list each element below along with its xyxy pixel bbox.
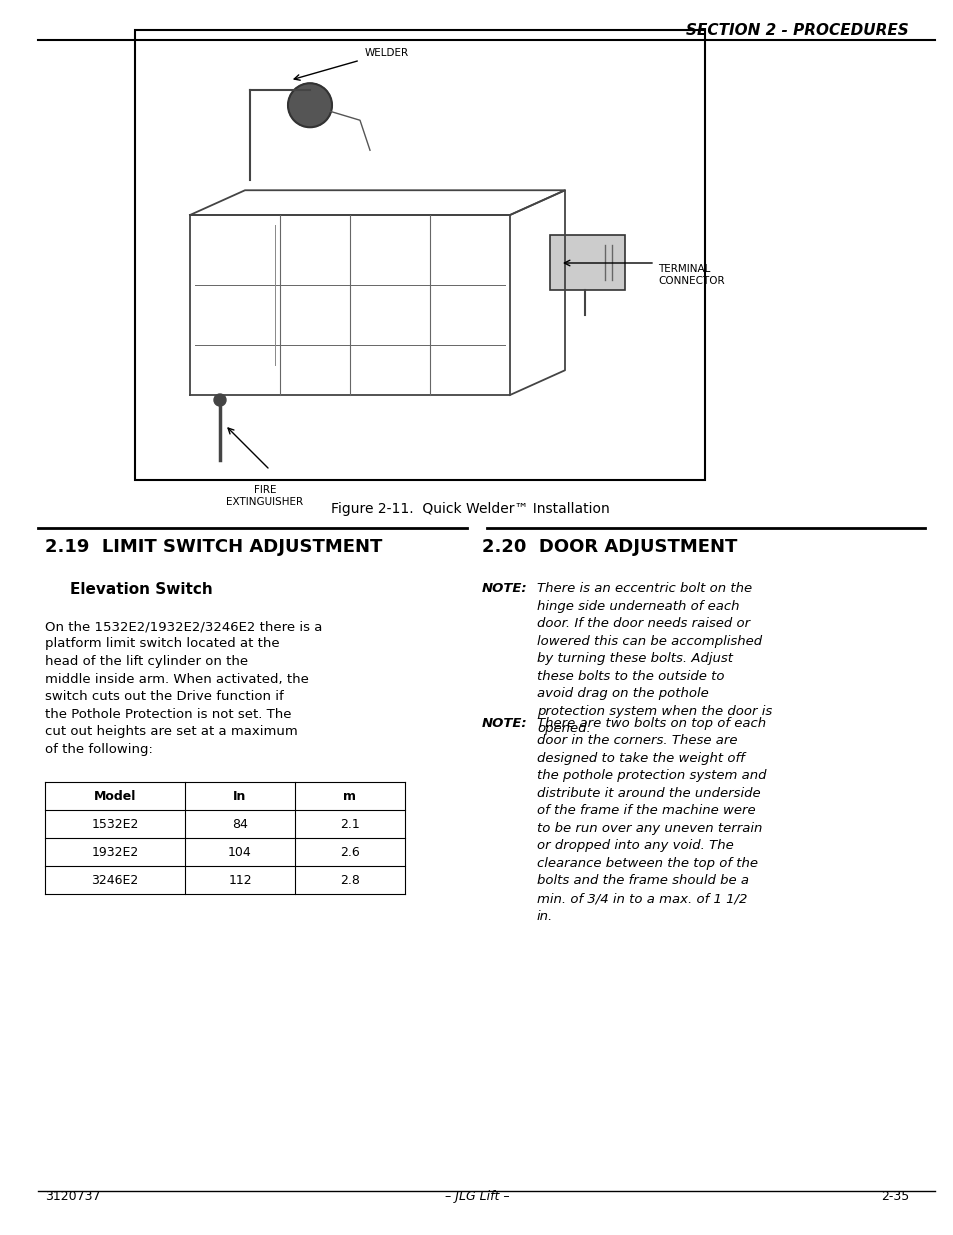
Text: Figure 2-11.  Quick Welder™ Installation: Figure 2-11. Quick Welder™ Installation (331, 501, 609, 516)
Text: 104: 104 (228, 846, 252, 858)
Text: TERMINAL
CONNECTOR: TERMINAL CONNECTOR (658, 264, 724, 287)
Text: WELDER: WELDER (365, 48, 409, 58)
Text: FIRE
EXTINGUISHER: FIRE EXTINGUISHER (226, 485, 303, 508)
Bar (550, 235, 624, 290)
Text: There is an eccentric bolt on the
hinge side underneath of each
door. If the doo: There is an eccentric bolt on the hinge … (537, 582, 771, 735)
Text: Model: Model (93, 789, 136, 803)
Text: 2.8: 2.8 (339, 873, 359, 887)
Text: 2.19  LIMIT SWITCH ADJUSTMENT: 2.19 LIMIT SWITCH ADJUSTMENT (45, 538, 382, 556)
Text: 2.20  DOOR ADJUSTMENT: 2.20 DOOR ADJUSTMENT (481, 538, 737, 556)
Text: 2.1: 2.1 (340, 818, 359, 830)
Circle shape (288, 83, 332, 127)
Text: In: In (233, 789, 247, 803)
Text: 3120737: 3120737 (45, 1191, 100, 1203)
Text: SECTION 2 - PROCEDURES: SECTION 2 - PROCEDURES (685, 23, 908, 38)
Text: 2.6: 2.6 (340, 846, 359, 858)
Text: 3246E2: 3246E2 (91, 873, 138, 887)
Text: Elevation Switch: Elevation Switch (70, 582, 213, 597)
Bar (135, 30, 704, 480)
Text: 84: 84 (232, 818, 248, 830)
Circle shape (213, 394, 226, 406)
Text: NOTE:: NOTE: (481, 582, 527, 595)
Text: 2-35: 2-35 (880, 1191, 908, 1203)
Text: – JLG Lift –: – JLG Lift – (444, 1191, 509, 1203)
Text: On the 1532E2/1932E2/3246E2 there is a
platform limit switch located at the
head: On the 1532E2/1932E2/3246E2 there is a p… (45, 620, 322, 756)
Text: 1932E2: 1932E2 (91, 846, 138, 858)
Text: NOTE:: NOTE: (481, 718, 527, 730)
Text: 112: 112 (228, 873, 252, 887)
Text: There are two bolts on top of each
door in the corners. These are
designed to ta: There are two bolts on top of each door … (537, 718, 765, 923)
Text: 1532E2: 1532E2 (91, 818, 138, 830)
Text: m: m (343, 789, 356, 803)
